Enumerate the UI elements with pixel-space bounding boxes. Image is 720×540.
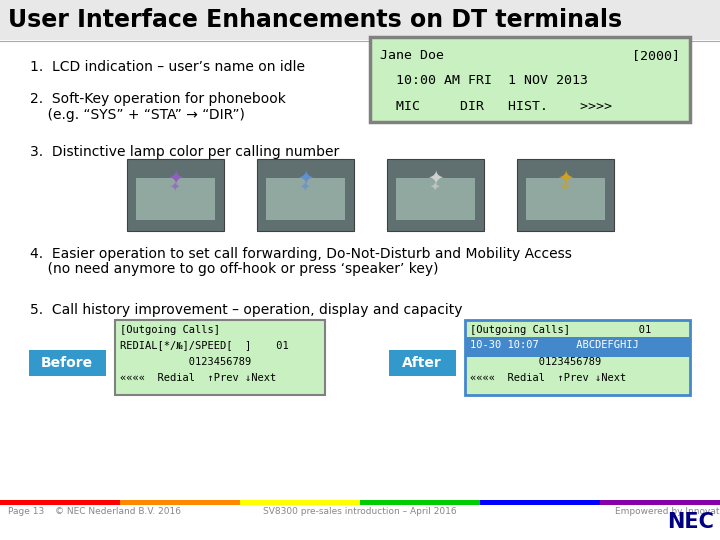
Bar — [600, 500, 720, 505]
Bar — [360, 500, 480, 505]
Text: ««««  Redial  ↑Prev ↓Next: «««« Redial ↑Prev ↓Next — [120, 373, 276, 383]
Text: After: After — [402, 356, 442, 370]
Bar — [240, 500, 360, 505]
Text: 3.  Distinctive lamp color per calling number: 3. Distinctive lamp color per calling nu… — [30, 145, 339, 159]
Text: [Outgoing Calls]           01: [Outgoing Calls] 01 — [470, 325, 652, 335]
Text: REDIAL[*/№]/SPEED[  ]    01: REDIAL[*/№]/SPEED[ ] 01 — [120, 340, 289, 350]
Bar — [136, 178, 215, 220]
Bar — [396, 178, 475, 220]
FancyBboxPatch shape — [465, 320, 690, 395]
Text: 10:00 AM FRI  1 NOV 2013: 10:00 AM FRI 1 NOV 2013 — [380, 74, 588, 87]
Text: NEC: NEC — [667, 512, 714, 532]
Text: 1.  LCD indication – user’s name on idle: 1. LCD indication – user’s name on idle — [30, 60, 305, 74]
FancyBboxPatch shape — [389, 350, 456, 376]
Bar — [465, 337, 690, 357]
Bar — [526, 178, 605, 220]
Text: Before: Before — [41, 356, 93, 370]
Text: © NEC Nederland B.V. 2016: © NEC Nederland B.V. 2016 — [55, 507, 181, 516]
Text: MIC     DIR   HIST.    >>>>: MIC DIR HIST. >>>> — [380, 100, 612, 113]
Text: SV8300 pre-sales introduction – April 2016: SV8300 pre-sales introduction – April 20… — [264, 507, 456, 516]
Text: Empowered by Innovation: Empowered by Innovation — [615, 507, 720, 516]
Text: [2000]: [2000] — [632, 49, 680, 62]
Text: 0123456789: 0123456789 — [120, 357, 251, 367]
Text: (no need anymore to go off-hook or press ‘speaker’ key): (no need anymore to go off-hook or press… — [30, 262, 438, 276]
FancyBboxPatch shape — [387, 159, 484, 231]
Bar — [0, 500, 120, 505]
Text: 0123456789: 0123456789 — [470, 357, 601, 367]
Text: ««««  Redial  ↑Prev ↓Next: «««« Redial ↑Prev ↓Next — [470, 373, 626, 383]
Text: ✦: ✦ — [297, 168, 313, 187]
Text: ✦: ✦ — [557, 168, 573, 187]
Text: ✦: ✦ — [300, 182, 310, 195]
Text: User Interface Enhancements on DT terminals: User Interface Enhancements on DT termin… — [8, 8, 622, 32]
Text: 2.  Soft-Key operation for phonebook: 2. Soft-Key operation for phonebook — [30, 92, 286, 106]
Bar — [480, 500, 600, 505]
Bar — [120, 500, 240, 505]
FancyBboxPatch shape — [127, 159, 224, 231]
Text: ✦: ✦ — [430, 182, 440, 195]
Bar — [266, 178, 345, 220]
Text: 10-30 10:07      ABCDEFGHIJ: 10-30 10:07 ABCDEFGHIJ — [470, 340, 639, 350]
FancyBboxPatch shape — [257, 159, 354, 231]
Text: ✦: ✦ — [170, 182, 180, 195]
Bar — [0, 0, 720, 40]
Text: [Outgoing Calls]: [Outgoing Calls] — [120, 325, 220, 335]
FancyBboxPatch shape — [517, 159, 614, 231]
Text: Jane Doe: Jane Doe — [380, 49, 444, 62]
Text: (e.g. “SYS” + “STA” → “DIR”): (e.g. “SYS” + “STA” → “DIR”) — [30, 108, 245, 122]
FancyBboxPatch shape — [115, 320, 325, 395]
Text: ✦: ✦ — [167, 168, 183, 187]
Text: 5.  Call history improvement – operation, display and capacity: 5. Call history improvement – operation,… — [30, 303, 462, 317]
FancyBboxPatch shape — [370, 37, 690, 122]
FancyBboxPatch shape — [29, 350, 106, 376]
Text: ✦: ✦ — [427, 168, 444, 187]
Text: Page 13: Page 13 — [8, 507, 44, 516]
Text: 4.  Easier operation to set call forwarding, Do-Not-Disturb and Mobility Access: 4. Easier operation to set call forwardi… — [30, 247, 572, 261]
Text: ✦: ✦ — [559, 182, 570, 195]
